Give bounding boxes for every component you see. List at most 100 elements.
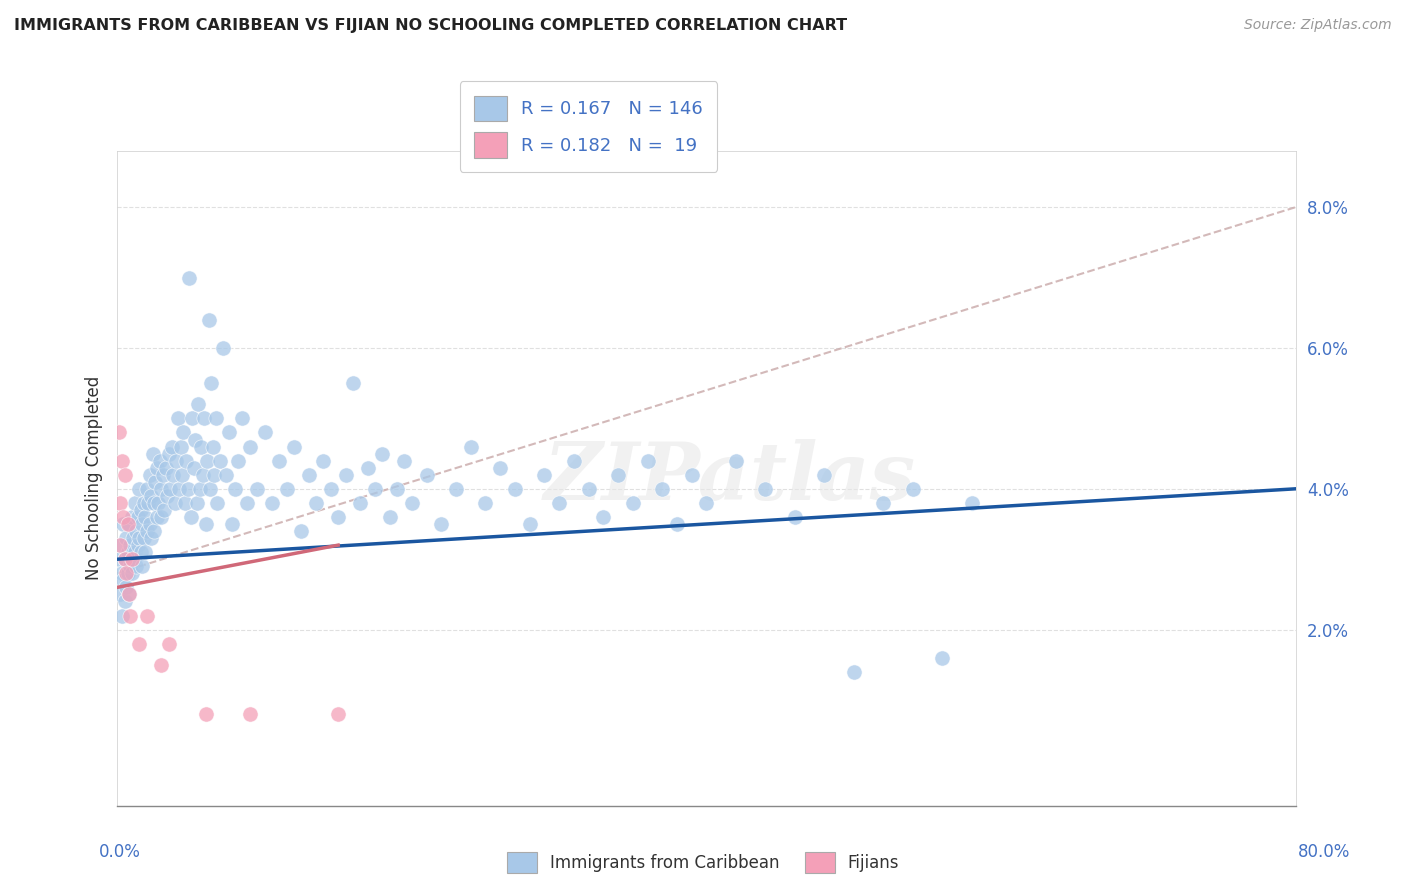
Point <box>110 608 132 623</box>
Point <box>578 482 600 496</box>
Point <box>135 608 157 623</box>
Point <box>139 489 162 503</box>
Point <box>170 467 193 482</box>
Point <box>110 566 132 581</box>
Point <box>328 707 350 722</box>
Point <box>115 580 138 594</box>
Point <box>681 467 703 482</box>
Point <box>198 482 221 496</box>
Point <box>179 270 201 285</box>
Point <box>489 460 512 475</box>
Point <box>290 524 312 538</box>
Point <box>548 496 571 510</box>
Point <box>319 482 342 496</box>
Point <box>160 440 183 454</box>
Point <box>115 531 138 545</box>
Point <box>191 467 214 482</box>
Point <box>145 475 167 489</box>
Point <box>129 545 152 559</box>
Point <box>129 503 152 517</box>
Point <box>138 516 160 531</box>
Point <box>155 460 177 475</box>
Point <box>312 453 335 467</box>
Point <box>335 467 357 482</box>
Point <box>172 425 194 440</box>
Point <box>131 516 153 531</box>
Point <box>127 510 149 524</box>
Point <box>112 516 135 531</box>
Point <box>503 482 526 496</box>
Point <box>149 453 172 467</box>
Point <box>188 482 211 496</box>
Point <box>239 707 262 722</box>
Point <box>349 496 371 510</box>
Point <box>114 552 136 566</box>
Point <box>134 510 156 524</box>
Legend: R = 0.167   N = 146, R = 0.182   N =  19: R = 0.167 N = 146, R = 0.182 N = 19 <box>460 81 717 172</box>
Point <box>150 482 173 496</box>
Point <box>146 460 169 475</box>
Point <box>108 538 131 552</box>
Point <box>260 496 283 510</box>
Point <box>124 545 146 559</box>
Point <box>114 594 136 608</box>
Point <box>246 482 269 496</box>
Point <box>132 496 155 510</box>
Y-axis label: No Schooling Completed: No Schooling Completed <box>86 376 103 581</box>
Point <box>212 341 235 355</box>
Point <box>872 496 894 510</box>
Point <box>124 496 146 510</box>
Point <box>148 496 170 510</box>
Point <box>110 453 132 467</box>
Point <box>218 425 240 440</box>
Text: IMMIGRANTS FROM CARIBBEAN VS FIJIAN NO SCHOOLING COMPLETED CORRELATION CHART: IMMIGRANTS FROM CARIBBEAN VS FIJIAN NO S… <box>14 18 848 33</box>
Text: 80.0%: 80.0% <box>1298 843 1350 861</box>
Point <box>754 482 776 496</box>
Legend: Immigrants from Caribbean, Fijians: Immigrants from Caribbean, Fijians <box>501 846 905 880</box>
Point <box>204 467 226 482</box>
Point <box>180 510 202 524</box>
Point <box>122 552 145 566</box>
Point <box>190 440 212 454</box>
Point <box>107 425 129 440</box>
Point <box>356 460 378 475</box>
Text: 0.0%: 0.0% <box>98 843 141 861</box>
Point <box>117 566 139 581</box>
Point <box>328 510 350 524</box>
Point <box>665 516 688 531</box>
Point <box>135 524 157 538</box>
Point <box>128 482 150 496</box>
Point <box>460 440 482 454</box>
Point <box>159 482 181 496</box>
Point <box>276 482 298 496</box>
Point <box>131 559 153 574</box>
Point <box>195 453 218 467</box>
Point <box>187 397 209 411</box>
Point <box>197 313 219 327</box>
Point <box>194 707 217 722</box>
Point <box>960 496 983 510</box>
Point <box>156 489 179 503</box>
Point <box>146 510 169 524</box>
Point <box>108 538 131 552</box>
Point <box>118 587 141 601</box>
Point <box>901 482 924 496</box>
Point <box>114 467 136 482</box>
Point <box>562 453 585 467</box>
Point <box>122 531 145 545</box>
Point <box>125 559 148 574</box>
Point <box>153 503 176 517</box>
Point <box>215 467 238 482</box>
Point <box>533 467 555 482</box>
Point <box>117 516 139 531</box>
Point <box>298 467 321 482</box>
Point <box>637 453 659 467</box>
Point <box>193 411 215 425</box>
Text: ZIPatlas: ZIPatlas <box>544 440 917 517</box>
Point <box>112 510 135 524</box>
Point <box>813 467 835 482</box>
Text: Source: ZipAtlas.com: Source: ZipAtlas.com <box>1244 18 1392 32</box>
Point <box>519 516 541 531</box>
Point <box>112 574 135 588</box>
Point <box>152 467 174 482</box>
